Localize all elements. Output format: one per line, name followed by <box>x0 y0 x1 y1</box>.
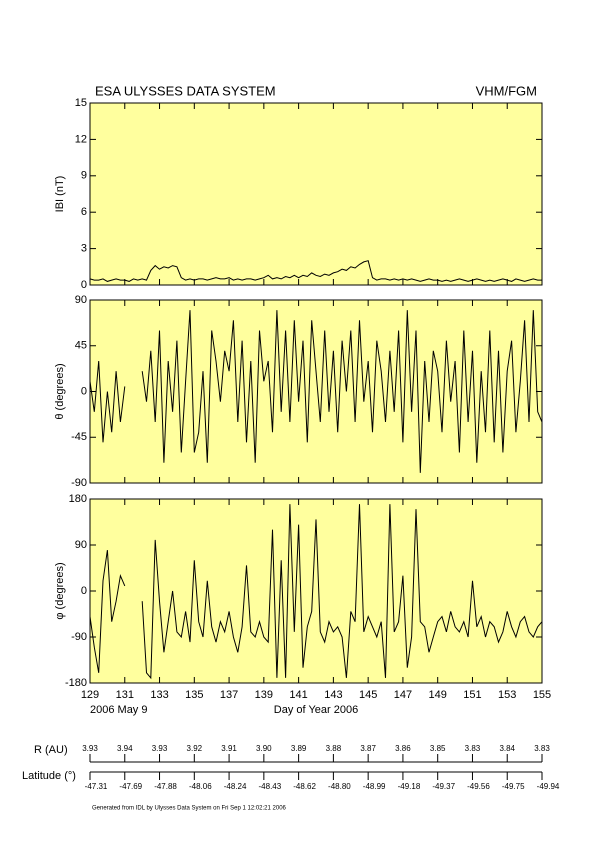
ephemeris-value: 3.93 <box>82 744 98 753</box>
y-tick-label: 0 <box>81 385 87 397</box>
x-tick-label: 145 <box>359 689 377 701</box>
y-tick-label: 15 <box>75 97 87 109</box>
x-tick-label: 137 <box>220 689 238 701</box>
ephemeris-value: 3.93 <box>152 744 168 753</box>
x-tick-label: 133 <box>150 689 168 701</box>
ephemeris-value: 3.89 <box>291 744 307 753</box>
y-axis-label: φ (degrees) <box>54 562 66 619</box>
x-tick-label: 141 <box>289 689 307 701</box>
ephemeris-value: -48.06 <box>189 782 212 791</box>
ephemeris-value: -48.99 <box>363 782 386 791</box>
footer: Generated from IDL by Ulysses Data Syste… <box>92 806 287 812</box>
ephemeris-value: -49.94 <box>537 782 560 791</box>
ephemeris-value: -49.37 <box>432 782 455 791</box>
y-tick-label: 90 <box>75 294 87 306</box>
x-tick-label: 129 <box>81 689 99 701</box>
r-label: R (AU) <box>34 744 68 756</box>
x-tick-label: 143 <box>324 689 342 701</box>
x-tick-label: 153 <box>498 689 516 701</box>
data-line <box>89 504 543 680</box>
ephemeris-value: -48.80 <box>328 782 351 791</box>
ephemeris-value: 3.91 <box>221 744 237 753</box>
y-tick-label: 6 <box>81 206 87 218</box>
y-tick-label: 45 <box>75 340 87 352</box>
ephemeris-value: 3.87 <box>360 744 376 753</box>
ephemeris-value: -48.43 <box>259 782 282 791</box>
y-tick-label: 3 <box>81 243 87 255</box>
x-axis-label: Day of Year 2006 <box>274 704 358 716</box>
y-axis-label: IBI (nT) <box>54 176 66 213</box>
ephemeris-value: 3.88 <box>326 744 342 753</box>
instrument: VHM/FGM <box>476 83 537 98</box>
data-line <box>89 260 542 282</box>
y-tick-label: 0 <box>81 279 87 291</box>
ephemeris-value: 3.84 <box>499 744 515 753</box>
ephemeris-value: 3.90 <box>256 744 272 753</box>
y-tick-label: 90 <box>75 539 87 551</box>
data-line <box>89 310 543 473</box>
x-tick-label: 139 <box>255 689 273 701</box>
ephemeris-value: -47.31 <box>85 782 108 791</box>
date-label: 2006 May 9 <box>90 704 147 716</box>
y-tick-label: 0 <box>81 585 87 597</box>
ephemeris-value: 3.86 <box>395 744 411 753</box>
ephemeris-value: -49.56 <box>467 782 490 791</box>
ephemeris-value: -47.88 <box>154 782 177 791</box>
x-tick-label: 135 <box>185 689 203 701</box>
y-tick-label: -45 <box>71 431 87 443</box>
x-tick-label: 151 <box>463 689 481 701</box>
ephemeris-value: 3.94 <box>117 744 133 753</box>
lat-label: Latitude (°) <box>22 770 76 782</box>
y-tick-label: -90 <box>71 631 87 643</box>
ephemeris-value: -49.75 <box>502 782 525 791</box>
ephemeris-value: 3.85 <box>430 744 446 753</box>
ephemeris-value: 3.92 <box>187 744 203 753</box>
x-tick-label: 147 <box>394 689 412 701</box>
ephemeris-value: -49.18 <box>398 782 421 791</box>
y-tick-label: -180 <box>65 677 87 689</box>
x-tick-label: 155 <box>533 689 551 701</box>
ephemeris-value: -47.69 <box>119 782 142 791</box>
ephemeris-value: -48.24 <box>224 782 247 791</box>
page-title: ESA ULYSSES DATA SYSTEM <box>95 83 276 98</box>
y-axis-label: θ (degrees) <box>54 363 66 419</box>
x-tick-label: 131 <box>116 689 134 701</box>
x-tick-label: 149 <box>429 689 447 701</box>
y-tick-label: -90 <box>71 477 87 489</box>
plot-area <box>89 102 543 286</box>
ephemeris-value: -48.62 <box>293 782 316 791</box>
y-tick-label: 12 <box>75 133 87 145</box>
y-tick-label: 180 <box>69 493 87 505</box>
ephemeris-value: 3.83 <box>534 744 550 753</box>
ephemeris-value: 3.83 <box>465 744 481 753</box>
y-tick-label: 9 <box>81 170 87 182</box>
